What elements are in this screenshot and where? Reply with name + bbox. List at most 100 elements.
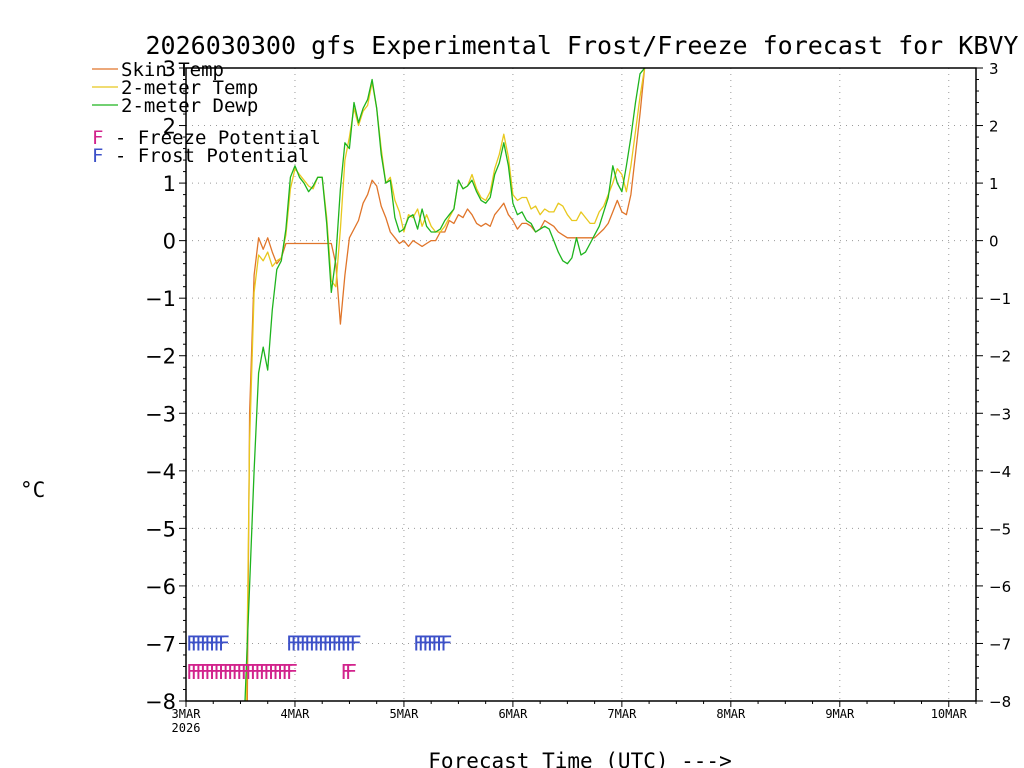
freeze-flag: F bbox=[186, 660, 198, 684]
frost-flag: F bbox=[200, 631, 212, 655]
freeze-flag: F bbox=[340, 660, 352, 684]
frost-flag: F bbox=[218, 631, 230, 655]
legend-freeze-text: - Freeze Potential bbox=[103, 127, 320, 149]
frost-flag: F bbox=[327, 631, 339, 655]
freeze-flag: F bbox=[286, 660, 298, 684]
frost-flag: F bbox=[191, 631, 203, 655]
frost-flag: F bbox=[331, 631, 343, 655]
frost-flag: F bbox=[290, 631, 302, 655]
legend-frost-text: - Frost Potential bbox=[103, 145, 309, 167]
frost-flag: F bbox=[427, 631, 439, 655]
x-axis-label: Forecast Time (UTC) ---> bbox=[428, 749, 731, 768]
freeze-flag: F bbox=[263, 660, 275, 684]
freeze-flag: F bbox=[245, 660, 257, 684]
x-tick-label: 3MAR bbox=[172, 707, 202, 721]
legend-freeze-flag: F bbox=[92, 127, 103, 149]
x-tick-label: 5MAR bbox=[389, 707, 419, 721]
freeze-flag: F bbox=[195, 660, 207, 684]
frost-flag: F bbox=[204, 631, 216, 655]
legend-frost-flag: F bbox=[92, 145, 103, 167]
frost-flag: F bbox=[349, 631, 361, 655]
y-axis-label: °C bbox=[20, 478, 45, 502]
y-tick-label-left: 2 bbox=[163, 115, 176, 139]
frost-flag: F bbox=[304, 631, 316, 655]
freeze-flag: F bbox=[250, 660, 262, 684]
y-tick-label-right: 1 bbox=[989, 175, 999, 193]
y-tick-label-right: −8 bbox=[989, 693, 1011, 711]
frost-flag: F bbox=[309, 631, 321, 655]
y-tick-label-right: 0 bbox=[989, 233, 999, 251]
frost-flag: F bbox=[186, 631, 198, 655]
y-tick-label-right: −5 bbox=[989, 520, 1011, 538]
freeze-flag: F bbox=[209, 660, 221, 684]
series-line-skin-temp bbox=[246, 67, 646, 702]
x-tick-label: 10MAR bbox=[931, 707, 968, 721]
frost-flag: F bbox=[295, 631, 307, 655]
series-line-2-meter-dewp bbox=[244, 67, 646, 702]
y-axis-left: −8 −7 −6 −5 −4 −3 −2 −1 0 1 2 3 bbox=[145, 57, 186, 714]
freeze-flag: F bbox=[231, 660, 243, 684]
y-tick-label-left: −2 bbox=[145, 345, 176, 369]
y-tick-label-left: −6 bbox=[145, 575, 176, 599]
frost-flag: F bbox=[418, 631, 430, 655]
freeze-flag: F bbox=[268, 660, 280, 684]
legend-label-2m-dewp: 2-meter Dewp bbox=[121, 95, 258, 117]
y-tick-label-left: 3 bbox=[163, 57, 176, 81]
x-tick-sublabel: 2026 bbox=[172, 721, 201, 735]
freeze-flag: F bbox=[272, 660, 284, 684]
freeze-flag: F bbox=[213, 660, 225, 684]
frost-flag: F bbox=[195, 631, 207, 655]
frost-flag: F bbox=[313, 631, 325, 655]
y-tick-label-right: −1 bbox=[989, 290, 1011, 308]
frost-flag: F bbox=[436, 631, 448, 655]
freeze-flag: F bbox=[345, 660, 357, 684]
chart-title: 2026030300 gfs Experimental Frost/Freeze… bbox=[146, 31, 1019, 60]
freeze-flag: F bbox=[277, 660, 289, 684]
legend-label-2m-temp: 2-meter Temp bbox=[121, 77, 258, 99]
y-tick-label-right: −6 bbox=[989, 578, 1011, 596]
frost-flag: F bbox=[300, 631, 312, 655]
frost-flag: F bbox=[422, 631, 434, 655]
freeze-flag: F bbox=[222, 660, 234, 684]
y-tick-label-left: −4 bbox=[145, 460, 176, 484]
x-tick-label: 8MAR bbox=[716, 707, 746, 721]
freeze-flag: F bbox=[236, 660, 248, 684]
y-tick-label-right: −3 bbox=[989, 405, 1011, 423]
freeze-flag: F bbox=[200, 660, 212, 684]
freeze-flag: F bbox=[191, 660, 203, 684]
freeze-flag: F bbox=[227, 660, 239, 684]
y-tick-label-left: −3 bbox=[145, 402, 176, 426]
y-tick-label-left: 0 bbox=[163, 230, 176, 254]
frost-flag: F bbox=[345, 631, 357, 655]
y-tick-label-right: −4 bbox=[989, 463, 1011, 481]
freeze-flag: F bbox=[259, 660, 271, 684]
legend-frost-potential: F - Frost Potential bbox=[92, 145, 309, 167]
frost-flag: F bbox=[413, 631, 425, 655]
y-tick-label-left: −5 bbox=[145, 517, 176, 541]
frost-flag: F bbox=[340, 631, 352, 655]
frost-flag: F bbox=[322, 631, 334, 655]
y-tick-label-right: 2 bbox=[989, 118, 999, 136]
y-tick-label-right: −7 bbox=[989, 635, 1011, 653]
legend: Skin Temp 2-meter Temp 2-meter Dewp F - … bbox=[92, 59, 321, 167]
y-tick-label-right: −2 bbox=[989, 348, 1011, 366]
x-tick-label: 7MAR bbox=[607, 707, 637, 721]
frost-flag: F bbox=[440, 631, 452, 655]
freeze-flag: F bbox=[240, 660, 252, 684]
y-tick-label-left: −7 bbox=[145, 632, 176, 656]
y-tick-label-left: −1 bbox=[145, 287, 176, 311]
freeze-flag: F bbox=[204, 660, 216, 684]
freeze-flag: F bbox=[218, 660, 230, 684]
y-tick-label-left: −8 bbox=[145, 690, 176, 714]
legend-freeze-potential: F - Freeze Potential bbox=[92, 127, 321, 149]
plot-frame bbox=[185, 67, 977, 702]
x-tick-label: 9MAR bbox=[825, 707, 855, 721]
series-lines bbox=[244, 67, 646, 702]
frost-flag: F bbox=[213, 631, 225, 655]
legend-label-skin-temp: Skin Temp bbox=[121, 59, 224, 81]
freeze-flag: F bbox=[281, 660, 293, 684]
